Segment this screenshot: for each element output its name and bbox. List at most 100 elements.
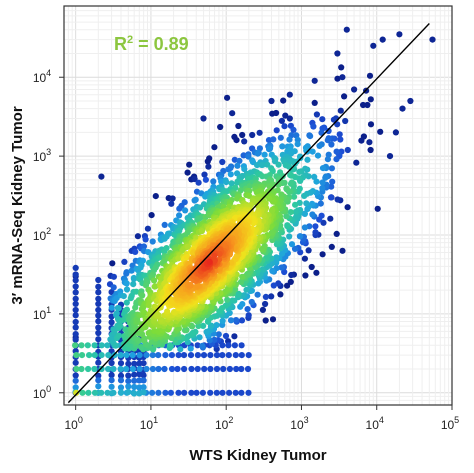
x-tick-label: 101 <box>140 415 158 432</box>
data-point <box>105 352 112 359</box>
data-point <box>186 161 193 168</box>
data-point <box>161 248 168 255</box>
data-point <box>207 352 214 359</box>
data-point <box>176 205 183 212</box>
data-point <box>339 74 346 81</box>
data-point <box>108 377 115 384</box>
data-point <box>360 101 367 109</box>
data-point <box>130 281 137 288</box>
data-point <box>117 365 124 373</box>
data-point <box>191 175 198 183</box>
data-point <box>231 333 238 340</box>
data-point <box>175 255 182 262</box>
data-point <box>162 389 169 396</box>
data-point <box>328 243 335 250</box>
data-point <box>377 128 384 135</box>
data-point <box>232 352 239 359</box>
data-point <box>292 208 299 216</box>
data-point <box>286 136 293 143</box>
data-point <box>275 161 282 168</box>
data-point <box>313 111 320 118</box>
data-point <box>149 238 156 245</box>
data-point <box>95 372 102 379</box>
data-point <box>235 122 242 130</box>
data-point <box>296 168 303 175</box>
data-point <box>131 383 138 391</box>
data-point <box>216 250 223 258</box>
data-point <box>206 258 213 265</box>
data-point <box>287 172 294 179</box>
data-point <box>95 336 102 343</box>
data-point <box>213 365 221 373</box>
data-point <box>304 206 311 213</box>
data-point <box>108 359 115 367</box>
data-point <box>131 377 138 384</box>
data-point <box>337 107 344 114</box>
data-point <box>305 247 312 254</box>
data-point <box>72 283 79 290</box>
data-point <box>304 156 311 163</box>
data-point <box>309 148 316 155</box>
data-point <box>238 317 246 324</box>
data-point <box>351 86 358 93</box>
data-point <box>284 222 291 229</box>
data-point <box>219 352 226 359</box>
data-point <box>238 352 245 359</box>
data-point <box>225 342 232 349</box>
data-point <box>72 300 79 307</box>
data-point <box>140 384 147 391</box>
data-point <box>325 127 332 135</box>
data-point <box>281 123 288 130</box>
data-point <box>184 243 191 250</box>
data-point <box>176 212 183 219</box>
data-point <box>129 365 136 373</box>
data-point <box>142 236 149 243</box>
data-point <box>328 165 335 172</box>
data-point <box>194 282 201 289</box>
data-point <box>262 317 269 324</box>
y-tick-exponent: 1 <box>46 305 51 315</box>
data-point <box>78 342 85 349</box>
data-point <box>115 305 122 312</box>
data-point <box>161 365 168 373</box>
data-point <box>72 306 79 314</box>
data-point <box>136 352 143 359</box>
data-point <box>79 389 86 396</box>
y-tick-label: 100 <box>33 384 51 401</box>
data-point <box>429 36 436 43</box>
data-point <box>129 352 136 359</box>
data-point <box>245 312 252 319</box>
data-point <box>138 344 145 351</box>
data-point <box>200 115 207 122</box>
data-point <box>85 365 92 373</box>
data-point <box>188 389 195 396</box>
data-point <box>194 342 201 349</box>
data-point <box>110 284 117 291</box>
data-point <box>181 327 189 334</box>
data-point <box>213 352 221 359</box>
data-point <box>72 264 79 271</box>
data-point <box>238 278 245 286</box>
data-point <box>307 133 314 140</box>
data-point <box>98 352 105 359</box>
data-point <box>278 264 285 271</box>
data-point <box>163 233 170 240</box>
data-point <box>313 178 320 185</box>
data-point <box>72 342 79 349</box>
scatter-points <box>72 26 436 397</box>
data-point <box>125 360 132 367</box>
data-point <box>199 342 206 349</box>
x-tick-exponent: 1 <box>153 415 158 425</box>
x-tick-label: 102 <box>215 415 233 432</box>
data-point <box>162 352 169 359</box>
y-tick-label: 101 <box>33 305 51 322</box>
data-point <box>226 389 233 396</box>
data-point <box>194 365 201 373</box>
data-point <box>148 212 155 219</box>
data-point <box>364 101 371 109</box>
data-point <box>240 152 247 159</box>
data-point <box>174 365 181 373</box>
data-point <box>338 64 345 71</box>
data-point <box>135 336 142 344</box>
data-point <box>156 254 163 261</box>
